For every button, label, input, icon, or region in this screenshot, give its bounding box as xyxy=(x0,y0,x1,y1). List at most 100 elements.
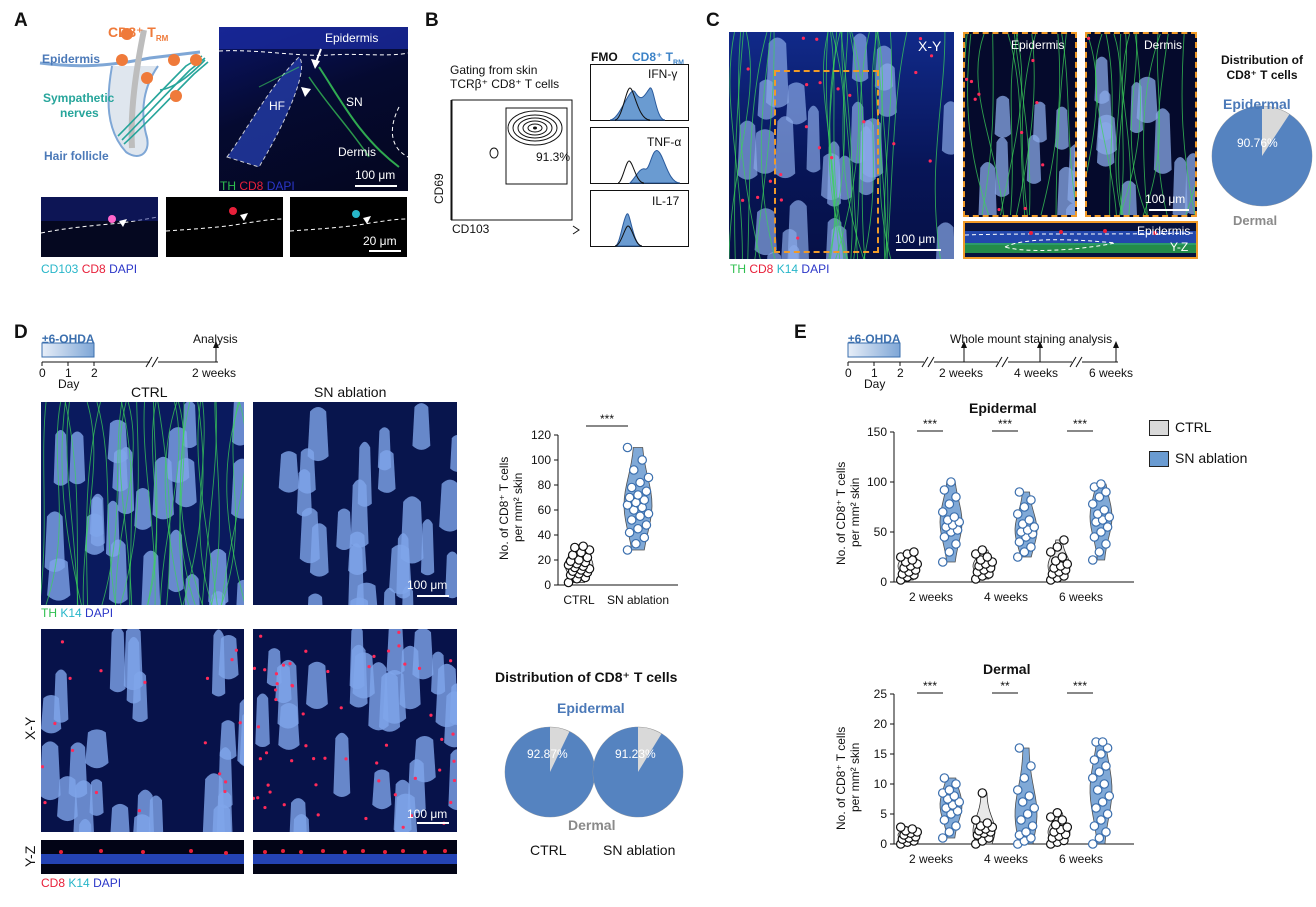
point-sn xyxy=(1014,487,1025,497)
e-legend-ctrl-swatch xyxy=(1149,420,1169,436)
y-tick-label: 60 xyxy=(538,503,552,517)
point-sn xyxy=(1104,791,1115,801)
point-sn xyxy=(1024,791,1035,801)
d-xy-label: X-Y xyxy=(22,716,38,740)
point-sn xyxy=(1102,743,1113,753)
gate-percentage: 91.3% xyxy=(536,150,571,164)
d-dist-title: Distribution of CD8⁺ T cells xyxy=(495,669,678,685)
d-yz-label: Y-Z xyxy=(22,845,38,867)
point-sn xyxy=(1087,499,1098,509)
scale-a-label: 100 μm xyxy=(355,168,396,182)
cd8-trm-b-label: CD8⁺ TRM xyxy=(632,50,684,67)
point-sn xyxy=(1094,833,1105,843)
d-timeline xyxy=(41,341,219,368)
point-sn xyxy=(1089,755,1100,765)
stain-legend-c: TH CD8 K14 DAPI xyxy=(730,262,830,276)
point-sn xyxy=(1096,749,1106,759)
point-sn xyxy=(626,515,637,525)
point-sn xyxy=(1027,821,1038,831)
panel-a-strip-cd8 xyxy=(166,197,283,257)
point-ctrl xyxy=(909,547,919,557)
img-sn-label: SN xyxy=(346,95,363,109)
c-pie-epidermal: Epidermal xyxy=(1223,96,1291,112)
d-dist-dermal: Dermal xyxy=(568,817,616,833)
significance-label: *** xyxy=(998,417,1012,431)
point-sn xyxy=(939,815,950,825)
d-treatment: ±6-OHDA xyxy=(42,332,95,346)
stain-legend-d-top: TH K14 DAPI xyxy=(41,606,114,620)
point-sn xyxy=(1092,785,1103,795)
d-weeks: 2 weeks xyxy=(192,366,237,380)
c-yz-label: Y-Z xyxy=(1170,240,1189,254)
point-sn xyxy=(1094,547,1105,557)
c-pie-epidermal-slice xyxy=(1212,106,1312,206)
point-sn xyxy=(1014,743,1025,753)
panel-label-e: E xyxy=(794,322,807,343)
point-sn xyxy=(1019,547,1030,557)
point-sn xyxy=(939,532,950,542)
scale-bar-d-mid xyxy=(417,822,449,824)
point-sn xyxy=(641,520,652,530)
point-ctrl xyxy=(1050,820,1061,830)
point-sn xyxy=(937,507,948,517)
d-pie-ctrl xyxy=(504,726,596,818)
y-tick-label: 20 xyxy=(538,553,552,567)
d-tick-0: 0 xyxy=(39,366,46,380)
d-ctrl-yz xyxy=(41,840,244,874)
point-sn xyxy=(1012,552,1023,562)
e-epi-ylabel: No. of CD8⁺ T cells per mm² skin xyxy=(834,461,862,565)
y-tick-label: 0 xyxy=(544,578,551,592)
point-sn xyxy=(643,508,654,519)
d-ctrl-cd8-image xyxy=(41,629,244,832)
e-tick-1: 1 xyxy=(871,366,878,380)
d-dist-epidermal: Epidermal xyxy=(557,700,625,716)
point-sn xyxy=(1102,522,1113,532)
histogram-il17-label: IL-17 xyxy=(652,194,680,208)
panel-label-c: C xyxy=(706,10,720,31)
point-sn xyxy=(944,547,955,557)
hair-follicle-label: Hair follicle xyxy=(44,149,109,163)
d-day: Day xyxy=(58,377,80,391)
significance-label: *** xyxy=(1073,417,1087,431)
point-sn xyxy=(626,482,637,493)
point-sn xyxy=(1101,761,1111,771)
point-ctrl xyxy=(1062,559,1073,569)
c-xy-label: X-Y xyxy=(918,38,942,54)
point-sn xyxy=(1101,827,1111,837)
point-sn xyxy=(1026,833,1036,843)
point-sn xyxy=(1026,542,1036,552)
point-sn xyxy=(1087,773,1098,783)
scale-bar-c-crop xyxy=(1149,209,1189,211)
point-sn xyxy=(939,485,950,495)
point-sn xyxy=(1012,509,1023,519)
point-ctrl xyxy=(1057,815,1068,825)
img-epidermis-label: Epidermis xyxy=(325,31,379,45)
e-day: Day xyxy=(864,377,886,391)
point-sn xyxy=(1101,487,1111,497)
point-ctrl xyxy=(907,824,918,834)
point-sn xyxy=(951,821,961,831)
point-sn xyxy=(1016,815,1026,825)
y-tick-label: 100 xyxy=(531,453,551,467)
scale-d-mid-label: 100 μm xyxy=(407,807,448,821)
d-pie-sn xyxy=(592,726,684,818)
e-epi-title: Epidermal xyxy=(969,400,1037,416)
d-pie-sn-epidermal-slice xyxy=(593,727,683,817)
d-sn-yz xyxy=(253,840,457,874)
point-sn xyxy=(639,532,650,543)
scale-20-label: 20 μm xyxy=(363,234,397,248)
cd8-trm-label: CD8⁺ TRM xyxy=(108,24,169,43)
e-timeline xyxy=(847,341,1119,368)
fmo-label: FMO xyxy=(591,50,618,64)
c-pie-title-2: CD8⁺ T cells xyxy=(1226,68,1298,82)
x-tick-label: 4 weeks xyxy=(984,590,1028,604)
y-tick-label: 5 xyxy=(880,807,887,821)
gating-line-1: Gating from skin xyxy=(450,63,538,77)
d-ctrl-header: CTRL xyxy=(131,384,168,400)
y-tick-label: 150 xyxy=(867,425,887,439)
e-legend-sn: SN ablation xyxy=(1175,450,1248,466)
d-ylabel: No. of CD8⁺ T cells per mm² skin xyxy=(497,456,525,560)
point-sn xyxy=(946,477,956,487)
point-sn xyxy=(641,486,652,497)
